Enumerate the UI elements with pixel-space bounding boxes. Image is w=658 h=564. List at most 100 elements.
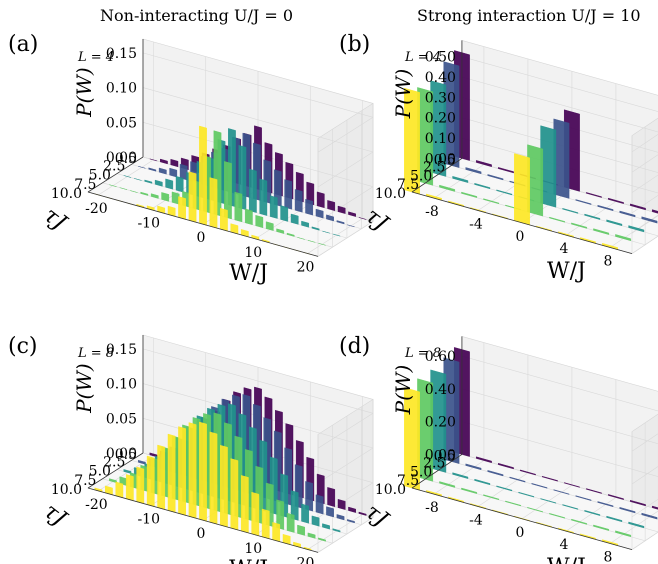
data-bar <box>294 189 303 213</box>
data-bar <box>276 499 285 530</box>
y-tick-label: 10.0 <box>51 186 82 202</box>
data-bar <box>487 174 504 181</box>
x-tick-label: 10 <box>244 541 262 557</box>
y-tick-label: 10.0 <box>375 482 406 498</box>
x-tick-label: 8 <box>604 549 613 564</box>
x-tick-label: -4 <box>469 216 483 232</box>
chart-panel-a: -20 -10 0 10 20 0.52.55.07.510.0 0.00 0.05 0.10 0… <box>39 38 374 286</box>
z-axis-label: P(W) <box>72 363 96 414</box>
data-bar <box>161 192 170 202</box>
data-bar <box>597 204 614 212</box>
panel-label-a: (a) <box>8 32 39 57</box>
data-bar <box>498 462 514 470</box>
data-bar <box>123 175 132 178</box>
column-title-left: Non-interacting U/J = 0 <box>100 6 294 25</box>
z-gridline <box>631 215 658 234</box>
data-bar <box>272 522 281 542</box>
x-gridline <box>565 497 617 532</box>
data-bar <box>140 191 149 196</box>
z-gridline <box>631 498 658 518</box>
data-bar <box>476 160 492 167</box>
data-bar <box>347 224 355 228</box>
data-bar <box>496 485 513 492</box>
x-tick-label: 0 <box>516 229 525 245</box>
x-gridline <box>609 510 658 544</box>
data-bar <box>452 472 469 479</box>
data-bar <box>188 171 197 223</box>
x-tick-label: 20 <box>297 555 315 564</box>
data-bar <box>297 237 305 240</box>
y-axis-line <box>411 454 463 489</box>
data-bar <box>280 205 289 222</box>
data-bar <box>564 482 580 488</box>
x-tick-label: -20 <box>85 201 108 217</box>
x-tick-label: -10 <box>137 512 160 528</box>
data-bar <box>175 175 184 193</box>
data-bar <box>584 213 601 220</box>
data-bar <box>119 187 128 190</box>
x-axis-line <box>411 487 633 550</box>
chart-panel-b: -8 -4 0 4 8 0.52.55.07.510.0 0.00 0.10 0.20 0.30 0… <box>360 40 658 284</box>
z-gridline <box>631 174 658 193</box>
x-axis-line <box>87 191 319 257</box>
z-tick-label: 0.05 <box>106 411 137 427</box>
z-gridline <box>317 447 374 484</box>
data-bar <box>115 481 124 499</box>
data-bar <box>220 444 228 528</box>
data-bar <box>301 220 309 228</box>
x-tick-label: 0 <box>197 230 206 246</box>
x-axis-label: W/J <box>229 557 268 564</box>
data-bar <box>542 475 558 482</box>
y-tick-label: 7.5 <box>74 177 96 193</box>
data-bar <box>315 494 324 515</box>
data-bar <box>505 500 522 507</box>
data-bar <box>571 518 588 525</box>
z-gridline <box>631 154 658 173</box>
data-bar <box>630 499 646 507</box>
data-bar <box>540 498 557 504</box>
data-bar <box>347 519 355 524</box>
x-tick-label: -20 <box>85 497 108 513</box>
data-bar <box>465 167 482 175</box>
data-bar <box>311 515 320 527</box>
data-bar <box>496 189 513 196</box>
data-bar <box>209 177 218 229</box>
z-gridline <box>317 151 374 188</box>
data-bar <box>157 444 166 510</box>
data-bar <box>301 503 309 524</box>
y-tick-label: 0.5 <box>115 447 137 463</box>
data-bar <box>109 478 117 484</box>
z-tick-label: 0.00 <box>425 151 456 167</box>
data-bar <box>452 176 469 183</box>
x-tick-label: -8 <box>425 204 439 220</box>
data-bar <box>628 225 645 233</box>
data-bar <box>326 506 334 518</box>
data-bar <box>160 158 168 165</box>
data-bar <box>509 476 526 483</box>
data-bar <box>527 507 544 513</box>
data-bar <box>318 243 326 246</box>
data-bar <box>619 210 636 218</box>
data-bar <box>615 530 632 538</box>
y-tick-label: 2.5 <box>103 158 125 174</box>
data-bar <box>248 168 257 213</box>
data-bar <box>165 178 174 190</box>
data-bar <box>307 532 316 539</box>
x-axis-label: W/J <box>547 259 586 284</box>
data-bar <box>608 197 624 204</box>
data-bar <box>439 481 456 488</box>
data-bar <box>641 216 658 224</box>
system-size-label-a: L = 4 <box>78 50 115 65</box>
data-bar <box>144 179 153 184</box>
data-bar <box>316 191 325 209</box>
system-size-label-b: L = 4 <box>405 50 442 65</box>
z-tick-label: 0.40 <box>425 70 456 86</box>
z-tick-label: 0.15 <box>106 342 137 358</box>
data-bar <box>230 458 239 531</box>
y-tick-label: 0.5 <box>115 151 137 167</box>
z-tick-label: 0.40 <box>425 382 456 398</box>
x-tick-label: 4 <box>560 537 569 553</box>
y-axis-line <box>87 452 144 489</box>
data-bar <box>652 209 658 214</box>
